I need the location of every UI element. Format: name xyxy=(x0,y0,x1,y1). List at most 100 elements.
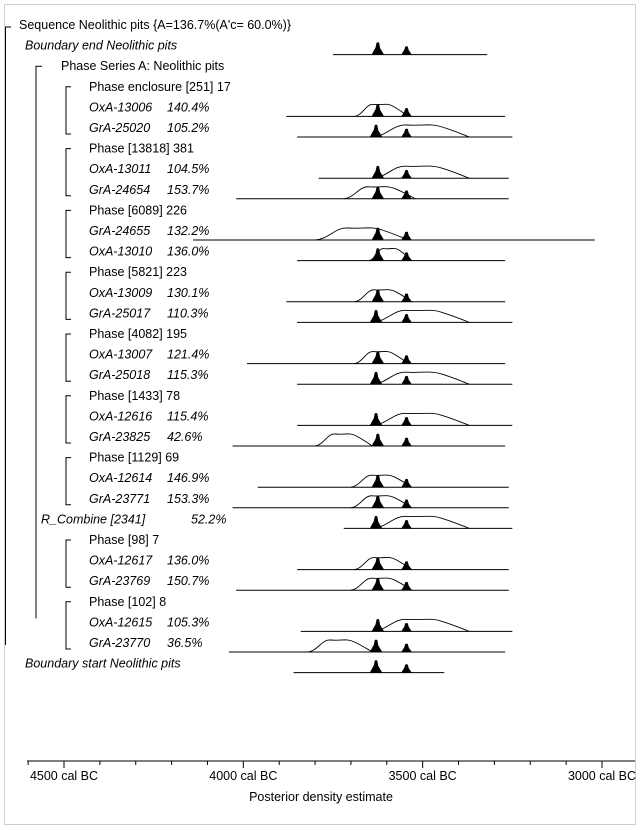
distribution-21 xyxy=(232,495,509,509)
distribution-18 xyxy=(232,433,506,447)
agreement-index: 105.2% xyxy=(167,121,209,135)
distribution-12 xyxy=(297,309,513,323)
lab-code: GrA-25017 xyxy=(89,306,151,320)
posterior-peak xyxy=(371,577,385,591)
chart-frame: Sequence Neolithic pits {A=136.7%(A'c= 6… xyxy=(4,4,636,825)
lab-code: GrA-23771 xyxy=(89,492,150,506)
lab-code: OxA-13011 xyxy=(89,162,151,176)
distribution-20 xyxy=(257,474,509,488)
distribution-25 xyxy=(236,577,509,591)
lab-code: OxA-12615 xyxy=(89,615,152,629)
prior-density xyxy=(314,433,373,447)
phase-bracket xyxy=(65,539,71,588)
lab-code: OxA-13007 xyxy=(89,348,153,362)
posterior-peak xyxy=(369,660,383,673)
posterior-peak xyxy=(401,355,413,364)
phase-bracket xyxy=(65,271,71,320)
agreement-index: 150.7% xyxy=(167,574,209,588)
phase-label: Phase [102] 8 xyxy=(89,595,166,609)
phase-bracket xyxy=(65,601,71,650)
x-tick-label: 3000 cal BC xyxy=(568,769,636,783)
sequence-title: Sequence Neolithic pits {A=136.7%(A'c= 6… xyxy=(19,18,291,32)
oxcal-posterior-plot: Sequence Neolithic pits {A=136.7%(A'c= 6… xyxy=(5,18,636,804)
posterior-peak xyxy=(371,42,385,55)
lab-code: OxA-13009 xyxy=(89,286,152,300)
phase-label: Phase [98] 7 xyxy=(89,533,159,547)
phase-label: Phase [1433] 78 xyxy=(89,389,180,403)
posterior-peak xyxy=(401,437,413,447)
agreement-index: 36.5% xyxy=(167,636,202,650)
agreement-index: 105.3% xyxy=(167,615,209,629)
distribution-24 xyxy=(297,557,509,571)
lab-code: GrA-24654 xyxy=(89,183,150,197)
posterior-peak xyxy=(401,128,413,138)
sequence-bracket xyxy=(5,26,11,645)
boundary-label: Boundary start Neolithic pits xyxy=(25,657,181,671)
prior-density xyxy=(354,351,409,365)
posterior-peak xyxy=(369,639,383,653)
agreement-index: 42.6% xyxy=(167,430,202,444)
agreement-index: 140.4% xyxy=(167,100,209,114)
prior-density xyxy=(372,124,470,138)
prior-density xyxy=(372,515,470,529)
phase-bracket xyxy=(65,395,71,444)
lab-code: OxA-13006 xyxy=(89,100,152,114)
posterior-peak xyxy=(369,124,383,138)
prior-density xyxy=(307,639,373,653)
posterior-peak xyxy=(371,165,385,179)
phase-label: Phase [4082] 195 xyxy=(89,327,187,341)
lab-code: OxA-12617 xyxy=(89,554,153,568)
posterior-peak xyxy=(401,46,413,55)
phase-bracket xyxy=(65,333,71,382)
posterior-peak xyxy=(371,474,385,488)
boundary-label: Boundary end Neolithic pits xyxy=(25,39,177,53)
distribution-3 xyxy=(297,124,513,138)
prior-density xyxy=(315,227,409,241)
x-tick-label: 3500 cal BC xyxy=(389,769,457,783)
prior-density xyxy=(372,165,470,179)
phase-label: Phase enclosure [251] 17 xyxy=(89,80,231,94)
lab-code: OxA-12614 xyxy=(89,471,152,485)
posterior-peak xyxy=(401,499,413,509)
posterior-peak xyxy=(401,520,413,529)
x-tick-label: 4500 cal BC xyxy=(30,769,98,783)
agreement-index: 146.9% xyxy=(167,471,209,485)
posterior-peak xyxy=(401,581,413,591)
lab-code: OxA-13010 xyxy=(89,245,152,259)
posterior-peak xyxy=(401,643,413,653)
agreement-index: 121.4% xyxy=(167,348,209,362)
phase-label: Phase [1129] 69 xyxy=(89,451,179,465)
posterior-peak xyxy=(369,516,383,529)
prior-density xyxy=(354,103,409,117)
distribution-28 xyxy=(228,639,506,653)
distribution-17 xyxy=(297,412,513,426)
agreement-index: 52.2% xyxy=(191,512,226,526)
posterior-peak xyxy=(401,478,413,488)
phase-label: Phase [6089] 226 xyxy=(89,203,187,217)
distribution-9 xyxy=(297,248,506,262)
posterior-peak xyxy=(369,310,383,323)
phase-bracket xyxy=(65,209,71,259)
agreement-index: 153.3% xyxy=(167,492,209,506)
agreement-index: 136.0% xyxy=(167,245,209,259)
agreement-index: 153.7% xyxy=(167,183,209,197)
posterior-peak xyxy=(371,248,385,261)
posterior-peak xyxy=(371,186,385,200)
posterior-peak xyxy=(401,108,413,117)
posterior-peak xyxy=(371,495,385,509)
posterior-peak xyxy=(371,557,385,570)
posterior-peak xyxy=(401,190,413,200)
lab-code: OxA-12616 xyxy=(89,409,152,423)
prior-density xyxy=(372,309,470,323)
x-tick-label: 4000 cal BC xyxy=(209,769,277,783)
posterior-peak xyxy=(371,227,385,241)
posterior-peak xyxy=(401,664,413,673)
lab-code: GrA-25018 xyxy=(89,368,150,382)
distribution-0 xyxy=(333,42,488,56)
distribution-14 xyxy=(246,351,506,365)
phase-bracket xyxy=(65,86,71,135)
distribution-8 xyxy=(193,227,595,241)
posterior-peak xyxy=(401,623,413,632)
posterior-peak xyxy=(401,561,413,570)
agreement-index: 110.3% xyxy=(167,306,208,320)
